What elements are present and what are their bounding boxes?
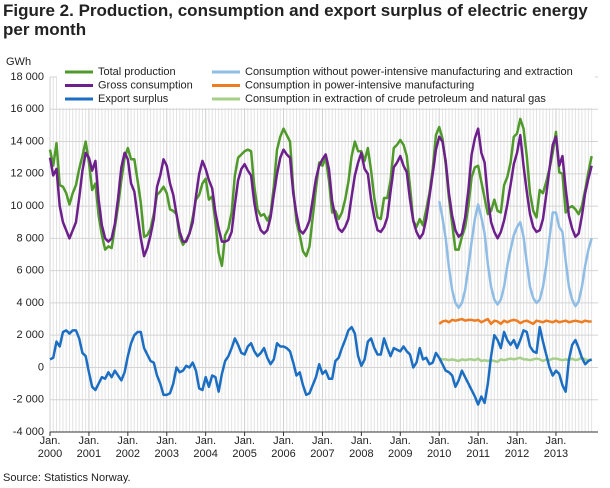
x-tick-label: Jan. 2004 — [193, 435, 218, 460]
series-line — [48, 127, 593, 258]
y-tick-label: -2 000 — [13, 394, 44, 406]
y-tick-label: 2 000 — [16, 329, 44, 341]
x-tick-label: Jan. 2000 — [37, 435, 63, 460]
x-tick-label: Jan. 2011 — [466, 435, 490, 460]
x-tick-label: Jan. 2010 — [426, 435, 452, 460]
x-tick-label: Jan. 2001 — [76, 435, 102, 460]
legend-label: Export surplus — [98, 93, 169, 105]
series-line — [438, 356, 592, 364]
legend-label: Consumption without power-intensive manu… — [245, 66, 573, 78]
x-tick-label: Jan. 2009 — [388, 435, 413, 460]
y-tick-label: 10 000 — [10, 200, 44, 212]
x-tick-label: Jan. 2008 — [349, 435, 374, 460]
y-axis-label: GWh — [6, 56, 31, 68]
x-tick-label: Jan. 2003 — [154, 435, 179, 460]
series-line — [437, 201, 593, 309]
y-tick-label: 18 000 — [10, 71, 44, 83]
x-tick-label: Jan. 2013 — [543, 435, 569, 460]
y-tick-label: 8 000 — [16, 232, 44, 244]
y-tick-label: 16 000 — [10, 103, 44, 115]
y-tick-label: 6 000 — [16, 265, 44, 277]
x-tick-label: Jan. 2012 — [504, 435, 530, 460]
series-line — [438, 317, 592, 326]
legend-box — [57, 62, 595, 108]
source-note: Source: Statistics Norway. — [3, 472, 131, 484]
y-tick-label: 14 000 — [10, 135, 44, 147]
x-tick-label: Jan. 2006 — [271, 435, 296, 460]
x-tick-label: Jan. 2005 — [232, 435, 257, 460]
series-line — [49, 325, 593, 406]
legend-label: Consumption in power-intensive manufactu… — [245, 79, 474, 91]
legend-label: Total production — [98, 66, 176, 78]
y-tick-label: -4 000 — [13, 426, 44, 438]
legend-label: Gross consumption — [98, 79, 193, 91]
legend-label: Consumption in extraction of crude petro… — [245, 93, 546, 105]
y-tick-label: 0 — [38, 361, 44, 373]
x-tick-label: Jan. 2002 — [115, 435, 141, 460]
y-tick-label: 4 000 — [16, 297, 44, 309]
chart-title: Figure 2. Production, consumption and ex… — [3, 1, 588, 39]
y-tick-label: 12 000 — [10, 168, 44, 180]
x-tick-label: Jan. 2007 — [310, 435, 335, 460]
